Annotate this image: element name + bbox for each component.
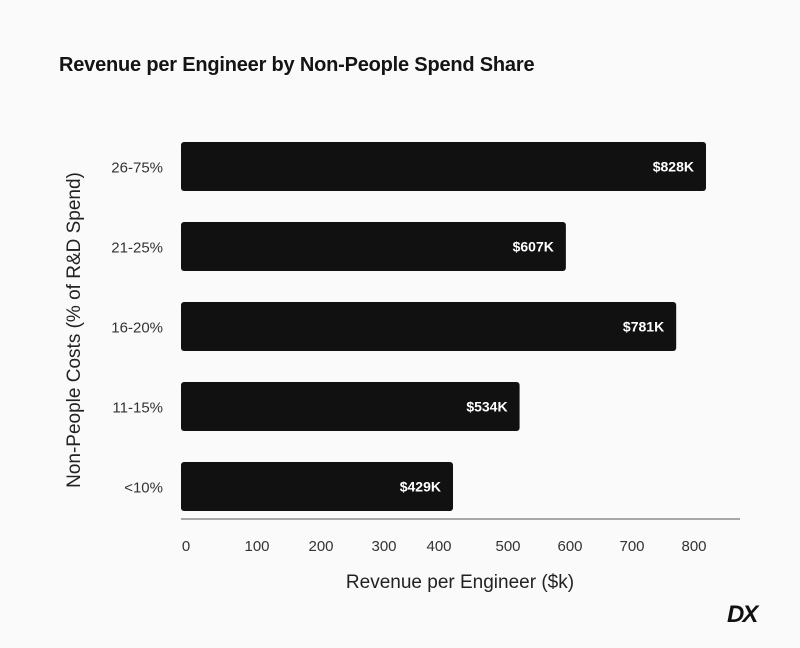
y-axis-label: Non-People Costs (% of R&D Spend) [64,172,85,488]
chart-title: Revenue per Engineer by Non-People Spend… [59,54,535,76]
bar-4 [181,462,454,511]
y-tick-label: 11-15% [112,400,163,417]
bar-2 [181,302,677,351]
x-tick-label: 800 [681,538,706,555]
y-tick-label: <10% [124,480,163,497]
bar-value-label: $607K [513,239,554,255]
bar-1 [181,222,566,271]
x-tick-label: 400 [426,538,451,555]
bar-value-label: $534K [466,399,507,415]
x-tick-label: 300 [371,538,396,555]
x-tick-label: 200 [308,538,333,555]
x-tick-label: 600 [557,538,582,555]
x-tick-label: 0 [182,538,190,555]
y-tick-label: 26-75% [111,160,163,177]
dx-logo: DX [727,601,758,628]
bar-value-label: $781K [623,319,664,335]
y-tick-label: 21-25% [111,240,163,257]
bar-3 [181,382,520,431]
bar-value-label: $828K [653,159,694,175]
bar-0 [181,142,706,191]
x-axis-label: Revenue per Engineer ($k) [346,572,574,593]
bar-value-label: $429K [400,479,441,495]
x-tick-label: 500 [495,538,520,555]
x-tick-label: 700 [619,538,644,555]
x-tick-label: 100 [244,538,269,555]
y-tick-label: 16-20% [111,320,163,337]
